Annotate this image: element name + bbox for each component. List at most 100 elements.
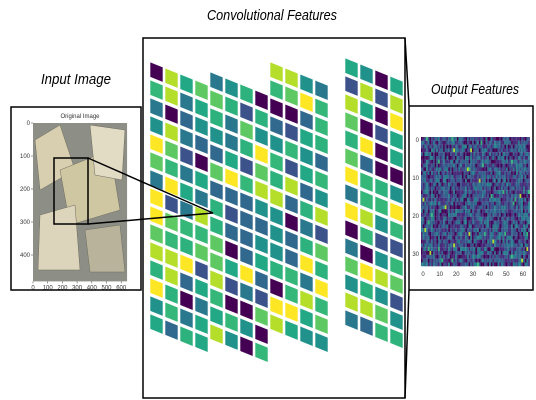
heat-cell xyxy=(455,186,457,190)
heat-cell xyxy=(426,243,428,247)
heat-cell xyxy=(474,202,476,206)
heat-cell xyxy=(477,160,479,164)
heat-cell xyxy=(523,141,525,145)
heat-cell xyxy=(520,164,522,168)
heat-cell xyxy=(438,259,440,263)
heat-cell xyxy=(498,221,500,225)
heat-cell xyxy=(424,262,426,266)
heat-cell xyxy=(521,221,523,225)
heat-cell xyxy=(460,255,462,259)
heat-cell xyxy=(508,137,510,141)
heat-cell xyxy=(430,190,432,194)
heat-cell xyxy=(479,262,481,266)
heat-cell xyxy=(521,183,523,187)
heat-cell xyxy=(486,190,488,194)
heat-cell xyxy=(428,175,430,179)
heat-cell xyxy=(424,251,426,255)
heat-cell xyxy=(477,209,479,213)
heat-cell xyxy=(436,221,438,225)
heat-cell xyxy=(438,262,440,266)
heat-cell xyxy=(430,175,432,179)
heat-cell xyxy=(513,160,515,164)
heat-cell xyxy=(521,259,523,263)
heat-cell xyxy=(460,183,462,187)
heat-cell xyxy=(506,198,508,202)
heat-cell xyxy=(435,167,437,171)
heat-cell xyxy=(506,183,508,187)
heat-cell xyxy=(445,236,447,240)
heat-cell xyxy=(448,213,450,217)
heat-cell xyxy=(479,152,481,156)
heat-cell xyxy=(492,202,494,206)
heat-cell xyxy=(516,243,518,247)
heat-cell xyxy=(492,262,494,266)
heat-cell xyxy=(477,262,479,266)
heat-cell xyxy=(465,240,467,244)
heat-cell xyxy=(474,171,476,175)
heat-cell xyxy=(430,240,432,244)
heat-cell xyxy=(528,183,530,187)
heat-cell xyxy=(482,183,484,187)
heat-cell xyxy=(515,213,517,217)
heat-cell xyxy=(494,175,496,179)
heat-cell xyxy=(467,251,469,255)
heat-cell xyxy=(423,213,425,217)
heat-cell xyxy=(521,202,523,206)
heat-cell xyxy=(511,198,513,202)
heat-cell xyxy=(506,156,508,160)
heat-cell xyxy=(511,217,513,221)
heat-cell xyxy=(477,255,479,259)
heat-cell xyxy=(482,186,484,190)
heat-cell xyxy=(469,198,471,202)
heat-cell xyxy=(501,228,503,232)
heat-cell xyxy=(513,194,515,198)
heat-cell xyxy=(496,167,498,171)
heat-cell xyxy=(503,171,505,175)
heat-cell xyxy=(448,145,450,149)
heat-cell xyxy=(447,183,449,187)
heat-cell xyxy=(513,240,515,244)
heat-cell xyxy=(501,255,503,259)
heat-cell xyxy=(443,167,445,171)
heat-cell xyxy=(496,217,498,221)
heat-cell xyxy=(509,221,511,225)
heat-cell xyxy=(494,213,496,217)
heat-cell xyxy=(457,240,459,244)
heat-cell xyxy=(504,243,506,247)
heat-cell xyxy=(450,137,452,141)
heat-cell xyxy=(489,209,491,213)
heat-cell xyxy=(423,243,425,247)
heat-cell xyxy=(467,259,469,263)
heat-cell xyxy=(450,148,452,152)
heat-cell xyxy=(508,179,510,183)
heat-cell xyxy=(441,251,443,255)
heat-cell xyxy=(455,198,457,202)
heat-cell xyxy=(487,175,489,179)
heat-cell xyxy=(508,156,510,160)
heat-cell xyxy=(428,156,430,160)
heat-cell xyxy=(516,213,518,217)
heat-cell xyxy=(453,175,455,179)
heat-cell xyxy=(489,247,491,251)
heat-cell xyxy=(435,164,437,168)
heat-cell xyxy=(523,251,525,255)
heat-cell xyxy=(513,175,515,179)
heat-cell xyxy=(477,202,479,206)
heat-cell xyxy=(482,137,484,141)
heat-cell xyxy=(494,171,496,175)
heat-cell xyxy=(508,209,510,213)
heat-cell xyxy=(518,171,520,175)
heat-cell xyxy=(443,137,445,141)
heat-cell xyxy=(430,209,432,213)
heat-cell xyxy=(455,183,457,187)
heat-cell xyxy=(496,228,498,232)
heat-cell xyxy=(501,137,503,141)
heat-cell xyxy=(474,240,476,244)
heat-cell xyxy=(503,194,505,198)
heat-cell xyxy=(430,217,432,221)
heat-cell xyxy=(498,186,500,190)
heat-cell xyxy=(515,186,517,190)
heat-cell xyxy=(448,167,450,171)
heat-cell xyxy=(511,160,513,164)
heat-cell xyxy=(518,156,520,160)
